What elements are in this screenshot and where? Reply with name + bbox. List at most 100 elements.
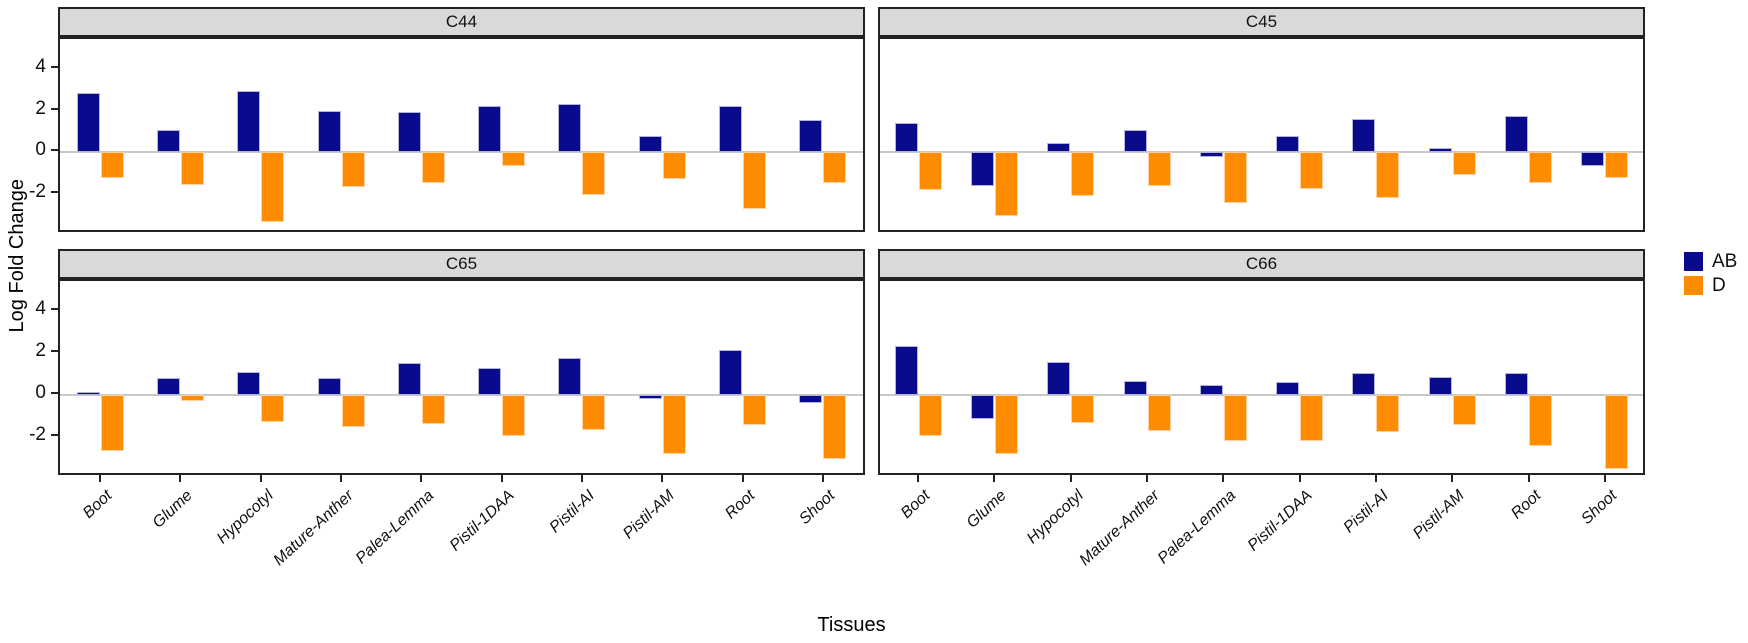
x-tick-mark xyxy=(661,475,664,482)
zero-gridline xyxy=(880,151,1643,154)
x-tick-mark xyxy=(821,475,824,482)
facet-strip-c66: C66 xyxy=(878,249,1645,279)
bar-c45-d-palea-lemma xyxy=(1223,152,1247,204)
bar-c44-d-palea-lemma xyxy=(421,152,445,184)
bar-c45-ab-mature-anther xyxy=(1123,130,1147,153)
bar-c65-ab-boot xyxy=(76,391,100,395)
x-tick-label-pistil-1daa: Pistil-1DAA xyxy=(446,487,518,555)
bar-c66-d-pistil-1daa xyxy=(1300,394,1324,441)
y-tick-mark xyxy=(51,350,58,352)
x-tick-label-shoot: Shoot xyxy=(1578,487,1621,528)
bar-c66-d-palea-lemma xyxy=(1223,394,1247,441)
x-tick-mark xyxy=(259,475,262,482)
x-tick-label-pistil-ai: Pistil-AI xyxy=(546,487,598,537)
bar-c65-d-shoot xyxy=(823,394,847,460)
y-tick-label: 4 xyxy=(35,56,46,78)
bar-c45-d-hypocotyl xyxy=(1071,152,1095,196)
x-tick-label-shoot: Shoot xyxy=(796,487,839,528)
bar-c44-ab-hypocotyl xyxy=(237,90,261,153)
bar-c65-ab-palea-lemma xyxy=(397,363,421,395)
x-tick-mark xyxy=(99,475,102,482)
y-tick-label: 2 xyxy=(35,340,46,361)
x-tick-mark xyxy=(1069,475,1072,482)
x-tick-mark xyxy=(580,475,583,482)
bar-c66-ab-hypocotyl xyxy=(1047,362,1071,395)
bar-c45-d-mature-anther xyxy=(1147,152,1171,187)
bar-c66-ab-root xyxy=(1505,372,1529,395)
bar-c44-d-pistil-am xyxy=(662,152,686,180)
bar-c66-d-mature-anther xyxy=(1147,394,1171,432)
bar-c44-ab-shoot xyxy=(799,119,823,153)
x-tick-label-mature-anther: Mature-Anther xyxy=(270,487,357,570)
bar-c44-ab-mature-anther xyxy=(317,110,341,153)
legend-item-ab: AB xyxy=(1684,252,1737,271)
x-tick-mark xyxy=(1146,475,1149,482)
bar-c65-d-pistil-am xyxy=(662,394,686,455)
bar-c44-d-root xyxy=(743,152,767,210)
legend: AB D xyxy=(1684,252,1737,300)
bar-c65-ab-pistil-1daa xyxy=(478,367,502,395)
facet-strip-label: C44 xyxy=(445,12,478,31)
x-tick-mark xyxy=(1603,475,1606,482)
bar-c44-ab-pistil-ai xyxy=(558,104,582,153)
y-tick-mark xyxy=(51,107,58,110)
x-tick-mark xyxy=(500,475,503,482)
bar-c66-ab-pistil-1daa xyxy=(1276,382,1300,395)
legend-label-ab: AB xyxy=(1712,251,1738,272)
facet-strip-c45: C45 xyxy=(878,7,1645,37)
y-tick-mark xyxy=(51,66,58,69)
bar-c65-d-hypocotyl xyxy=(261,394,285,422)
x-tick-mark xyxy=(340,475,343,482)
x-tick-mark xyxy=(917,475,920,482)
bar-c65-d-palea-lemma xyxy=(421,394,445,424)
y-tick-label: 4 xyxy=(35,298,46,320)
y-tick-mark xyxy=(51,190,58,193)
x-tick-mark xyxy=(179,475,182,482)
bar-c66-d-pistil-ai xyxy=(1376,394,1400,433)
bar-c65-ab-mature-anther xyxy=(317,378,341,395)
bar-c44-d-mature-anther xyxy=(341,152,365,188)
bar-c65-d-boot xyxy=(100,394,124,452)
bar-c45-ab-root xyxy=(1505,115,1529,153)
bar-c45-ab-pistil-ai xyxy=(1352,118,1376,153)
x-tick-label-boot: Boot xyxy=(898,487,934,522)
x-tick-label-hypocotyl: Hypocotyl xyxy=(213,487,277,548)
y-tick-mark xyxy=(51,308,58,311)
bar-c45-ab-shoot xyxy=(1581,152,1605,166)
facet-strip-label: C66 xyxy=(1245,254,1278,273)
facet-panel-c65 xyxy=(58,279,865,475)
bar-c44-ab-boot xyxy=(76,92,100,153)
y-tick-mark xyxy=(51,391,58,394)
bar-c65-d-pistil-1daa xyxy=(502,394,526,437)
facet-panel-c66 xyxy=(878,279,1645,475)
y-tick-label: -2 xyxy=(29,180,46,202)
bar-c65-d-pistil-ai xyxy=(582,394,606,431)
x-tick-mark xyxy=(1222,475,1225,482)
bar-c65-d-mature-anther xyxy=(341,394,365,428)
bar-c44-ab-root xyxy=(719,106,743,153)
bar-c66-d-glume xyxy=(994,394,1018,455)
bar-c66-ab-pistil-ai xyxy=(1352,372,1376,395)
legend-swatch-ab-icon xyxy=(1684,252,1703,271)
bar-c65-ab-pistil-am xyxy=(638,394,662,399)
bar-c66-ab-pistil-am xyxy=(1428,377,1452,395)
bar-c65-d-glume xyxy=(180,394,204,401)
bar-c45-ab-boot xyxy=(894,123,918,153)
x-tick-label-palea-lemma: Palea-Lemma xyxy=(1154,487,1239,568)
bar-c45-ab-pistil-am xyxy=(1428,148,1452,153)
legend-label-d: D xyxy=(1712,275,1726,296)
bar-c45-d-pistil-1daa xyxy=(1300,152,1324,189)
facet-strip-label: C45 xyxy=(1245,12,1278,31)
bar-c65-d-root xyxy=(743,394,767,426)
bar-c66-d-root xyxy=(1529,394,1553,446)
bar-c44-d-pistil-ai xyxy=(582,152,606,195)
bar-c45-d-root xyxy=(1529,152,1553,184)
bar-c66-ab-mature-anther xyxy=(1123,381,1147,395)
bar-c66-ab-boot xyxy=(894,345,918,395)
bar-c66-d-hypocotyl xyxy=(1071,394,1095,423)
x-tick-label-mature-anther: Mature-Anther xyxy=(1076,487,1163,570)
x-tick-label-pistil-ai: Pistil-AI xyxy=(1340,487,1392,537)
bar-c45-ab-palea-lemma xyxy=(1199,152,1223,158)
bar-c44-ab-pistil-am xyxy=(638,135,662,153)
facet-panel-c45 xyxy=(878,37,1645,232)
